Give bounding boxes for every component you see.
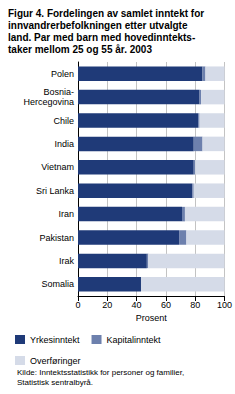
svg-text:Polen: Polen (51, 69, 74, 79)
svg-text:0: 0 (75, 300, 80, 310)
svg-text:40: 40 (132, 300, 142, 310)
svg-text:20: 20 (102, 300, 112, 310)
svg-text:Kilde: Inntektsstatistikk for: Kilde: Inntektsstatistikk for personer o… (17, 368, 184, 377)
svg-text:Chile: Chile (53, 116, 74, 126)
svg-text:Statistisk sentralbyrå.: Statistisk sentralbyrå. (17, 378, 93, 387)
svg-text:Bosnia-: Bosnia- (43, 87, 74, 97)
svg-text:Sri Lanka: Sri Lanka (36, 186, 74, 196)
svg-text:Kapitalinntekt: Kapitalinntekt (107, 335, 162, 345)
svg-text:innvandrerbefolkningen etter u: innvandrerbefolkningen etter utvalgte (8, 20, 188, 31)
svg-text:Pakistan: Pakistan (39, 233, 74, 243)
svg-text:Prosent: Prosent (136, 313, 168, 323)
svg-text:60: 60 (161, 300, 171, 310)
svg-text:taker mellom 25 og 55 år. 2003: taker mellom 25 og 55 år. 2003 (8, 44, 152, 55)
svg-text:Overføringer: Overføringer (30, 356, 81, 366)
svg-text:Vietnam: Vietnam (41, 162, 74, 172)
svg-text:Irak: Irak (59, 256, 75, 266)
svg-text:Yrkesinntekt: Yrkesinntekt (30, 335, 80, 345)
svg-text:80: 80 (190, 300, 200, 310)
svg-text:Figur 4. Fordelingen av samlet: Figur 4. Fordelingen av samlet inntekt f… (8, 8, 204, 19)
svg-text:100: 100 (217, 300, 232, 310)
svg-text:Somalia: Somalia (41, 279, 74, 289)
svg-text:India: India (54, 139, 74, 149)
svg-text:land. Par med barn med hovedin: land. Par med barn med hovedinntekts- (8, 32, 195, 43)
svg-text:Iran: Iran (58, 209, 74, 219)
svg-text:Hercegovina: Hercegovina (23, 97, 74, 107)
